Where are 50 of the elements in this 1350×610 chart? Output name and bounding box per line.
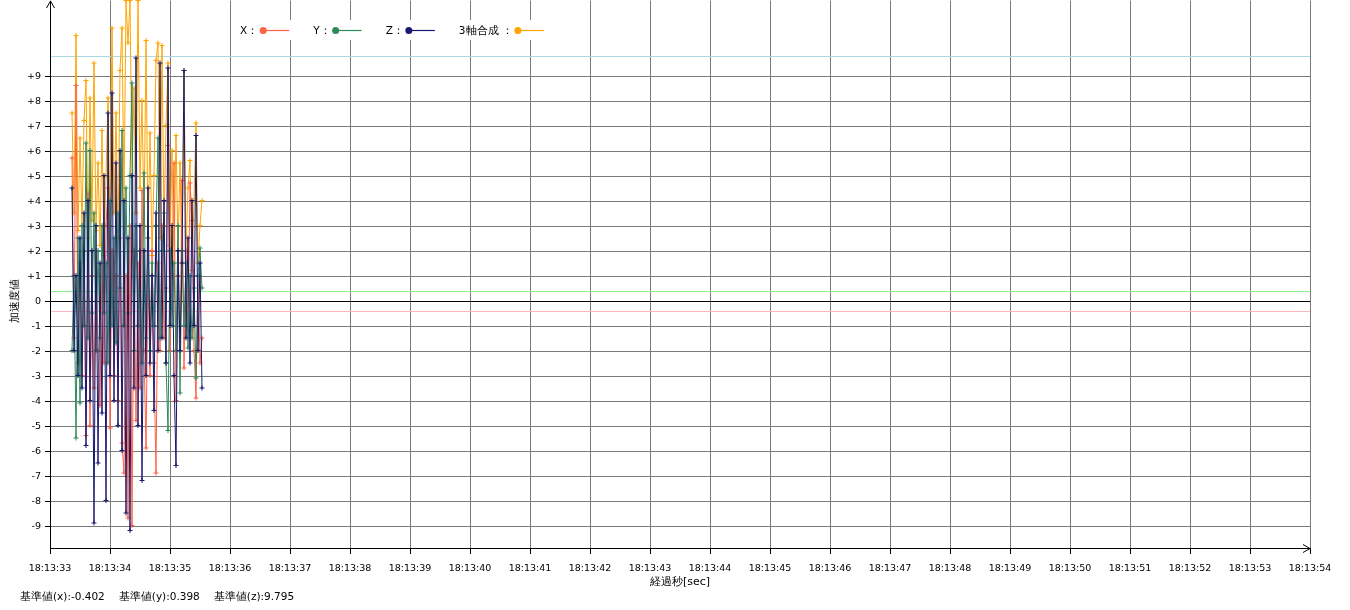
y-tick-label: 0: [34, 295, 41, 306]
y-tick-label: -9: [31, 520, 41, 531]
text: 基準値(y):0.398: [118, 590, 200, 602]
legend-label: Y：: [312, 24, 331, 36]
y-tick-label: -1: [31, 320, 41, 331]
y-tick-label: +6: [26, 145, 41, 156]
x-tick-label: 18:13:38: [328, 562, 372, 573]
y-tick-label: +3: [26, 220, 41, 231]
x-tick-label: 18:13:42: [568, 562, 612, 573]
x-tick-label: 18:13:44: [688, 562, 732, 573]
y-tick-label: -3: [31, 370, 41, 381]
x-tick-label: 18:13:48: [928, 562, 972, 573]
x-tick-label: 18:13:34: [88, 562, 132, 573]
x-tick-label: 18:13:49: [988, 562, 1032, 573]
y-tick-label: -5: [31, 420, 41, 431]
legend-label: Z：: [385, 24, 404, 36]
y-tick-label: -8: [31, 495, 41, 506]
y-axis-title: 加速度値: [7, 278, 21, 323]
x-tick-label: 18:13:54: [1288, 562, 1332, 573]
x-tick-label: 18:13:45: [748, 562, 792, 573]
y-tick-label: +8: [26, 95, 41, 106]
x-tick-label: 18:13:47: [868, 562, 912, 573]
y-tick-label: +4: [26, 195, 41, 206]
y-tick-label: +2: [26, 245, 41, 256]
x-tick-label: 18:13:37: [268, 562, 312, 573]
x-tick-label: 18:13:40: [448, 562, 492, 573]
text: 基準値(x):-0.402: [20, 590, 105, 602]
x-tick-label: 18:13:35: [148, 562, 192, 573]
x-tick-label: 18:13:43: [628, 562, 672, 573]
y-tick-label: +9: [26, 70, 41, 81]
x-tick-label: 18:13:33: [28, 562, 72, 573]
text: 基準値(z):9.795: [213, 590, 295, 602]
legend-label: X：: [240, 24, 259, 36]
y-tick-label: +7: [26, 120, 41, 131]
y-tick-label: +1: [26, 270, 41, 281]
x-axis-title: 経過秒[sec]: [648, 575, 711, 588]
x-tick-label: 18:13:53: [1228, 562, 1272, 573]
x-tick-label: 18:13:52: [1168, 562, 1212, 573]
y-tick-label: -2: [31, 345, 41, 356]
x-tick-label: 18:13:36: [208, 562, 252, 573]
x-tick-label: 18:13:41: [508, 562, 552, 573]
y-tick-label: -6: [31, 445, 41, 456]
y-tick-label: +5: [26, 170, 41, 181]
legend-label: 3軸合成 ：: [458, 24, 513, 36]
x-tick-label: 18:13:50: [1048, 562, 1092, 573]
x-tick-label: 18:13:46: [808, 562, 852, 573]
x-tick-label: 18:13:39: [388, 562, 432, 573]
y-tick-label: -4: [31, 395, 41, 406]
y-tick-label: -7: [31, 470, 41, 481]
x-tick-label: 18:13:51: [1108, 562, 1152, 573]
